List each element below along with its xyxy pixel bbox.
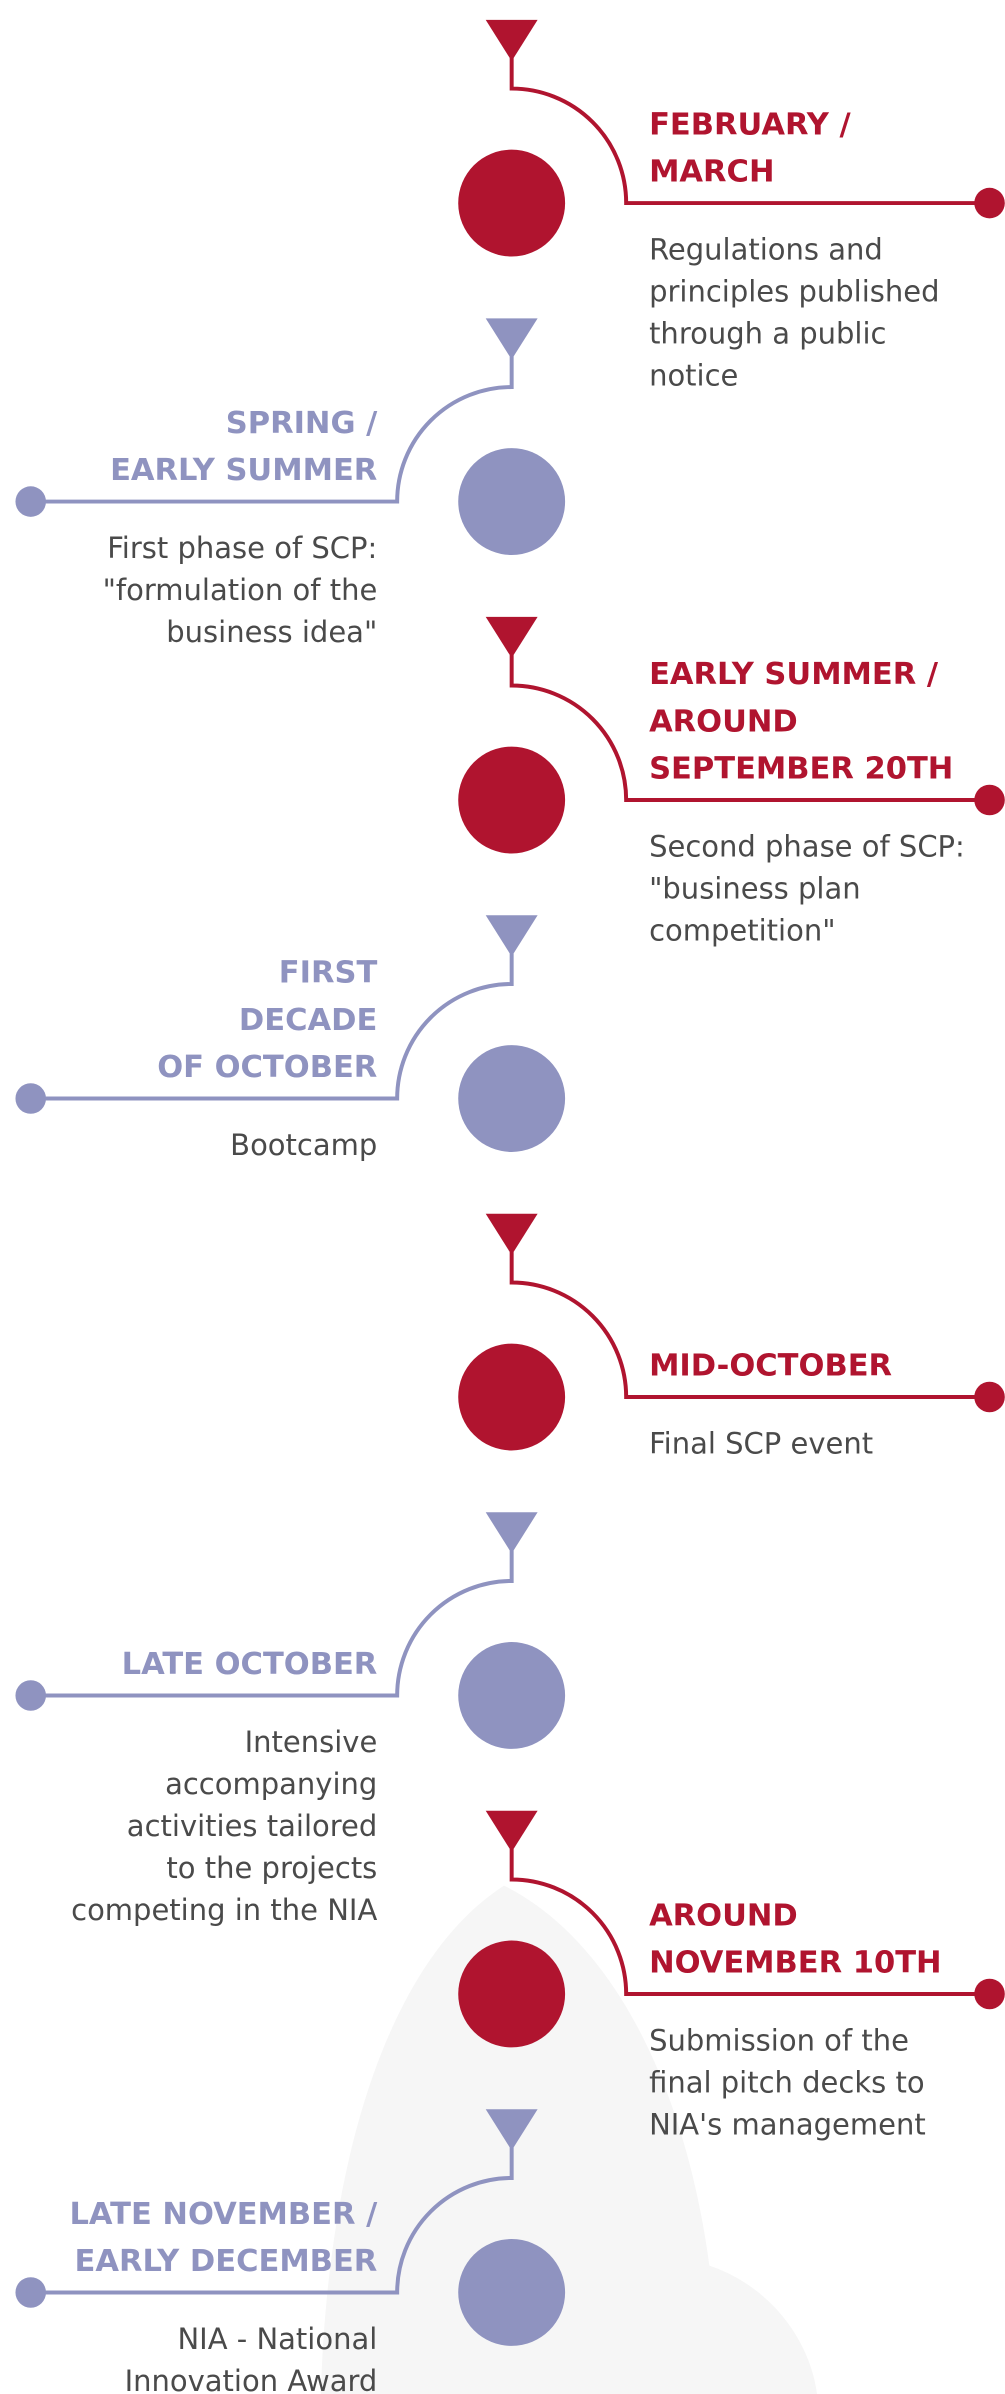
- milestone-circle: [458, 747, 565, 854]
- item-description: Intensive: [245, 1725, 378, 1759]
- timeline: FEBRUARY / MARCH Regulations and principles…: [0, 0, 1005, 2394]
- marker-triangle: [486, 617, 538, 658]
- item-description: competition": [649, 914, 836, 948]
- page: FEBRUARY / MARCH Regulations and principles…: [0, 0, 1005, 2394]
- item-title: FEBRUARY /: [649, 107, 851, 142]
- timeline-item: FIRST DECADE OF OCTOBER Bootcamp: [15, 915, 565, 1162]
- end-dot: [15, 1680, 46, 1711]
- item-title: DECADE: [239, 1003, 377, 1038]
- marker-triangle: [486, 20, 538, 61]
- item-description: "formulation of the: [103, 573, 378, 607]
- timeline-item: LATE OCTOBER Intensive accompanying activit…: [15, 1512, 565, 1927]
- item-title: SEPTEMBER 20TH: [649, 752, 953, 787]
- item-description: accompanying: [165, 1767, 377, 1801]
- item-title: MID-OCTOBER: [649, 1349, 892, 1384]
- item-description: activities tailored: [127, 1809, 378, 1843]
- item-description: business idea": [166, 615, 377, 649]
- end-dot: [15, 486, 46, 517]
- marker-triangle: [486, 1512, 538, 1553]
- marker-triangle: [486, 915, 538, 956]
- item-description: Bootcamp: [230, 1128, 377, 1162]
- item-title: AROUND: [649, 1898, 798, 1933]
- item-description: Regulations and: [649, 233, 883, 267]
- item-title: FIRST: [279, 955, 378, 990]
- item-description: First phase of SCP:: [107, 531, 377, 565]
- item-title: SPRING /: [226, 406, 378, 441]
- milestone-circle: [458, 1941, 565, 2048]
- marker-triangle: [486, 1214, 538, 1255]
- item-title: EARLY SUMMER: [110, 453, 377, 488]
- timeline-item: SPRING / EARLY SUMMER First phase of SCP: "…: [15, 318, 565, 649]
- end-dot: [974, 785, 1005, 816]
- item-description: through a public: [649, 317, 886, 351]
- item-description: final pitch decks to: [649, 2065, 925, 2099]
- milestone-circle: [458, 150, 565, 257]
- item-description: "business plan: [649, 872, 861, 906]
- item-description: competing in the NIA: [71, 1893, 377, 1927]
- end-dot: [974, 188, 1005, 219]
- item-description: Submission of the: [649, 2023, 909, 2057]
- milestone-circle: [458, 1642, 565, 1749]
- milestone-circle: [458, 448, 565, 555]
- end-dot: [974, 1382, 1005, 1413]
- marker-triangle: [486, 1811, 538, 1852]
- item-description: NIA's management: [649, 2107, 926, 2141]
- timeline-item: FEBRUARY / MARCH Regulations and principles…: [458, 20, 1005, 393]
- item-title: OF OCTOBER: [157, 1050, 377, 1085]
- item-title: LATE OCTOBER: [122, 1647, 378, 1682]
- item-title: LATE NOVEMBER /: [69, 2197, 378, 2232]
- item-title: EARLY DECEMBER: [75, 2244, 378, 2279]
- marker-triangle: [486, 318, 538, 359]
- milestone-circle: [458, 1045, 565, 1152]
- item-title: EARLY SUMMER /: [649, 657, 939, 692]
- end-dot: [15, 1083, 46, 1114]
- timeline-item: EARLY SUMMER / AROUND SEPTEMBER 20TH Second…: [458, 617, 1005, 948]
- item-title: MARCH: [649, 155, 774, 190]
- item-description: Innovation Award: [125, 2364, 378, 2394]
- item-title: AROUND: [649, 704, 798, 739]
- milestone-circle: [458, 1344, 565, 1451]
- item-description: Final SCP event: [649, 1427, 873, 1461]
- item-title: NOVEMBER 10TH: [649, 1946, 942, 1981]
- item-description: NIA - National: [177, 2322, 377, 2356]
- timeline-item: MID-OCTOBER Final SCP event: [458, 1214, 1005, 1461]
- item-description: to the projects: [166, 1851, 377, 1885]
- end-dot: [15, 2277, 46, 2308]
- item-description: notice: [649, 359, 738, 393]
- milestone-circle: [458, 2239, 565, 2346]
- item-description: Second phase of SCP:: [649, 830, 965, 864]
- end-dot: [974, 1979, 1005, 2010]
- item-description: principles published: [649, 275, 939, 309]
